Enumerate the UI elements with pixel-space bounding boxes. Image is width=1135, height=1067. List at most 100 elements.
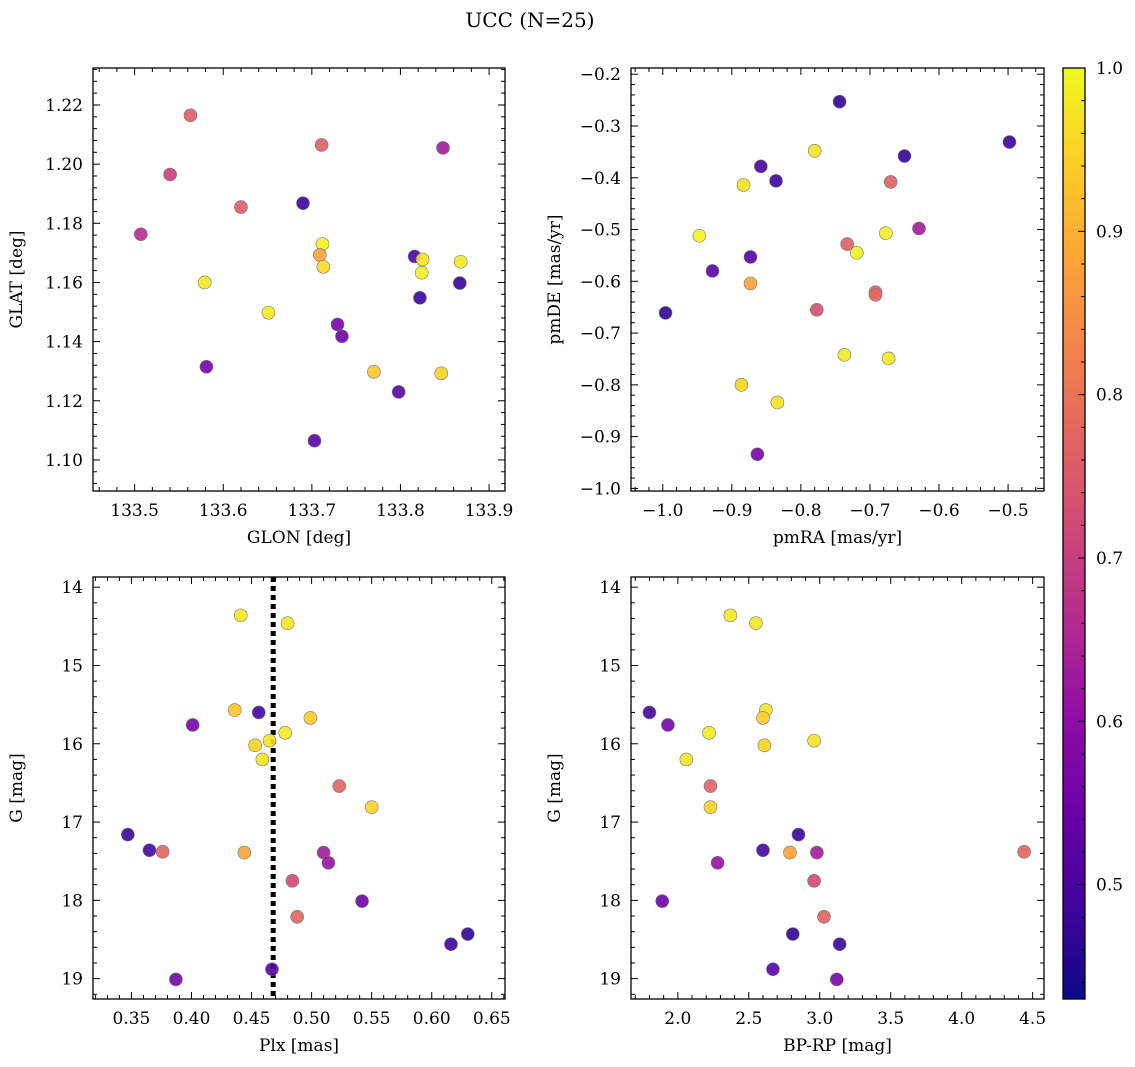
x-tick-label: 133.9 <box>465 501 514 521</box>
data-point <box>1017 845 1031 859</box>
data-point <box>197 275 212 290</box>
data-point <box>169 972 183 987</box>
data-point <box>453 276 467 290</box>
x-tick-label: 0.65 <box>473 1009 511 1029</box>
scatter-points <box>658 94 1017 462</box>
data-point <box>234 200 248 214</box>
y-tick-label: 15 <box>61 656 83 676</box>
data-point <box>321 855 336 870</box>
data-point <box>296 196 310 210</box>
data-point <box>710 855 725 870</box>
data-point <box>750 447 765 462</box>
scatter-points <box>121 608 475 987</box>
y-axis-label: GLAT [deg] <box>7 230 27 328</box>
data-point <box>313 248 327 262</box>
data-point <box>703 779 718 793</box>
data-point <box>335 329 349 344</box>
data-point <box>817 909 831 924</box>
y-tick-label: 1.16 <box>45 273 83 293</box>
x-tick-label: −1.0 <box>642 501 683 521</box>
colorbar-tick-label: 0.7 <box>1096 549 1123 569</box>
data-point <box>809 302 824 317</box>
data-point <box>829 972 844 987</box>
y-tick-label: −0.9 <box>580 428 621 448</box>
data-point <box>642 705 657 720</box>
y-tick-label: −0.3 <box>580 117 621 137</box>
data-point <box>155 845 170 859</box>
y-tick-label: 17 <box>61 813 83 833</box>
data-point <box>655 894 670 908</box>
data-point <box>832 94 847 109</box>
data-point <box>723 608 738 623</box>
data-point <box>444 937 458 951</box>
x-tick-label: 133.6 <box>199 501 248 521</box>
y-tick-label: 17 <box>599 813 621 833</box>
x-tick-label: 0.45 <box>233 1009 271 1029</box>
y-tick-label: 1.18 <box>45 214 83 234</box>
data-point <box>460 927 475 941</box>
y-tick-label: 19 <box>599 970 621 990</box>
y-tick-label: 16 <box>599 735 621 755</box>
data-point <box>807 733 821 748</box>
data-point <box>121 827 135 842</box>
data-point <box>316 259 331 274</box>
x-tick-label: 0.40 <box>173 1009 211 1029</box>
data-point <box>255 752 270 767</box>
axes-frame <box>92 67 506 492</box>
data-point <box>807 144 822 158</box>
colorbar-tick-label: 0.9 <box>1096 222 1123 242</box>
y-tick-label: 1.22 <box>45 96 83 116</box>
colorbar-tick-label: 1.0 <box>1096 59 1123 79</box>
y-tick-label: −0.8 <box>580 376 621 396</box>
data-point <box>837 348 852 362</box>
data-point <box>436 141 450 155</box>
scatter-points <box>134 108 468 448</box>
data-point <box>434 366 449 381</box>
panel-cmd: 2.0 2.5 3.0 3.5 4.0 4.5 14 15 16 17 18 19 BP-RP [mag… <box>545 576 1046 1056</box>
data-point <box>879 226 893 240</box>
x-tick-label: 133.8 <box>376 501 425 521</box>
data-point <box>290 909 304 924</box>
y-tick-label: 14 <box>61 578 83 598</box>
data-point <box>303 711 318 725</box>
data-point <box>142 843 157 858</box>
x-tick-label: 3.0 <box>806 1009 833 1029</box>
data-point <box>453 254 468 269</box>
colorbar-tick-label: 0.6 <box>1096 712 1123 732</box>
y-axis-label: pmDE [mas/yr] <box>545 214 565 344</box>
data-point <box>785 927 800 941</box>
data-point <box>807 873 821 888</box>
data-point <box>355 894 369 908</box>
data-point <box>261 305 276 320</box>
data-point <box>199 359 214 374</box>
panel-pm: −1.0 −0.9 −0.8 −0.7 −0.6 −0.5 −1.0 −0.9 −0.8 −0.7… <box>545 65 1045 548</box>
data-point <box>658 306 673 320</box>
colorbar-gradient <box>1063 68 1085 999</box>
y-axis-label: G [mag] <box>7 753 27 822</box>
data-point <box>391 385 406 399</box>
data-point <box>756 711 770 725</box>
data-point <box>1002 135 1017 149</box>
x-tick-label: −0.8 <box>780 501 821 521</box>
data-point <box>766 962 780 977</box>
data-point <box>285 873 300 888</box>
data-point <box>850 246 864 260</box>
x-tick-label: 0.55 <box>353 1009 391 1029</box>
axes-frame <box>630 576 1045 1000</box>
data-point <box>912 221 926 236</box>
data-point <box>840 237 854 251</box>
y-tick-label: −0.2 <box>580 65 621 85</box>
x-tick-label: −0.9 <box>711 501 752 521</box>
data-point <box>364 800 379 814</box>
data-point <box>183 108 198 123</box>
data-point <box>248 738 262 753</box>
data-point <box>754 159 768 174</box>
x-tick-label: −0.5 <box>987 501 1028 521</box>
data-point <box>280 616 295 630</box>
x-axis-label: Plx [mas] <box>259 1036 339 1056</box>
ticks <box>93 577 505 999</box>
panel-glon-glat: 133.5 133.6 133.7 133.8 133.9 1.10 1.12 1.14 1.1… <box>7 67 514 548</box>
ticks <box>631 68 1044 491</box>
data-point <box>883 175 898 189</box>
x-tick-label: 133.5 <box>110 501 159 521</box>
